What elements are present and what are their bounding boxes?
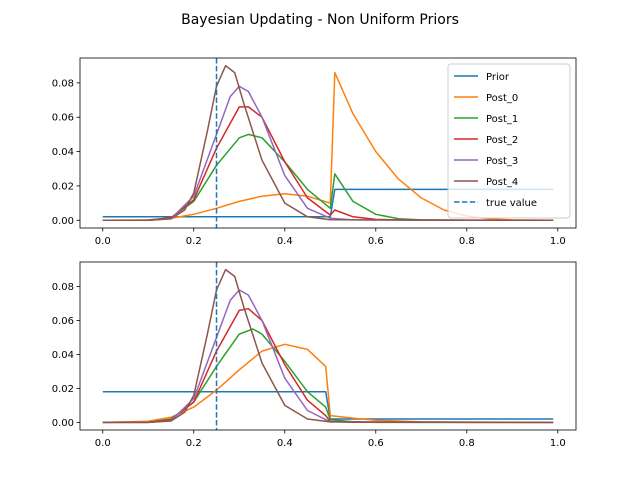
figure-title: Bayesian Updating - Non Uniform Priors xyxy=(181,12,459,28)
x-tick-label: 1.0 xyxy=(550,438,566,449)
series-line-post-4 xyxy=(102,64,554,222)
x-tick-label: 0.8 xyxy=(459,236,475,247)
top-subplot: 0.0 0.2 0.4 0.6 0.8 1.0 0.00 0.02 0.04 0.06 0.08 Pr… xyxy=(52,57,577,247)
legend-label: true value xyxy=(486,198,537,209)
y-tick-label: 0.08 xyxy=(52,282,74,293)
legend-label: Post_0 xyxy=(486,93,518,104)
legend-label: Post_4 xyxy=(486,177,518,188)
x-tick-label: 0.2 xyxy=(186,236,202,247)
y-tick-label: 0.00 xyxy=(52,418,74,429)
y-tick-label: 0.04 xyxy=(52,350,74,361)
x-tick-label: 0.4 xyxy=(277,438,293,449)
legend-box xyxy=(447,63,571,219)
y-tick-label: 0.06 xyxy=(52,316,74,327)
series-line-post-4 xyxy=(102,268,554,424)
legend: Prior Post_0 Post_1 Post_2 Post_3 Post_4true … xyxy=(447,63,571,219)
legend-label: Post_3 xyxy=(486,156,518,167)
legend-label: Post_1 xyxy=(486,114,518,125)
x-tick-label: 1.0 xyxy=(550,236,566,247)
series-line-post-1 xyxy=(102,133,554,222)
x-tick-label: 0.6 xyxy=(368,438,384,449)
x-tick-label: 0.4 xyxy=(277,236,293,247)
x-tick-label: 0.6 xyxy=(368,236,384,247)
legend-label: Prior xyxy=(486,72,510,83)
x-tick-label: 0.0 xyxy=(95,236,111,247)
series-line-post-0 xyxy=(102,343,554,424)
y-tick-label: 0.00 xyxy=(52,216,74,227)
series-line-post-2 xyxy=(102,106,554,222)
x-tick-label: 0.0 xyxy=(95,438,111,449)
y-tick-label: 0.04 xyxy=(52,147,74,158)
y-tick-label: 0.02 xyxy=(52,181,74,192)
bottom-subplot: 0.0 0.2 0.4 0.6 0.8 1.0 0.00 0.02 0.04 0.06 0.08 xyxy=(52,261,577,449)
y-tick-label: 0.08 xyxy=(52,78,74,89)
x-tick-label: 0.8 xyxy=(459,438,475,449)
y-tick-label: 0.02 xyxy=(52,384,74,395)
x-tick-label: 0.2 xyxy=(186,438,202,449)
legend-label: Post_2 xyxy=(486,135,518,146)
axes-frame xyxy=(79,57,577,229)
series-line-post-3 xyxy=(102,85,554,222)
y-tick-label: 0.06 xyxy=(52,113,74,124)
axes-frame xyxy=(79,261,577,431)
